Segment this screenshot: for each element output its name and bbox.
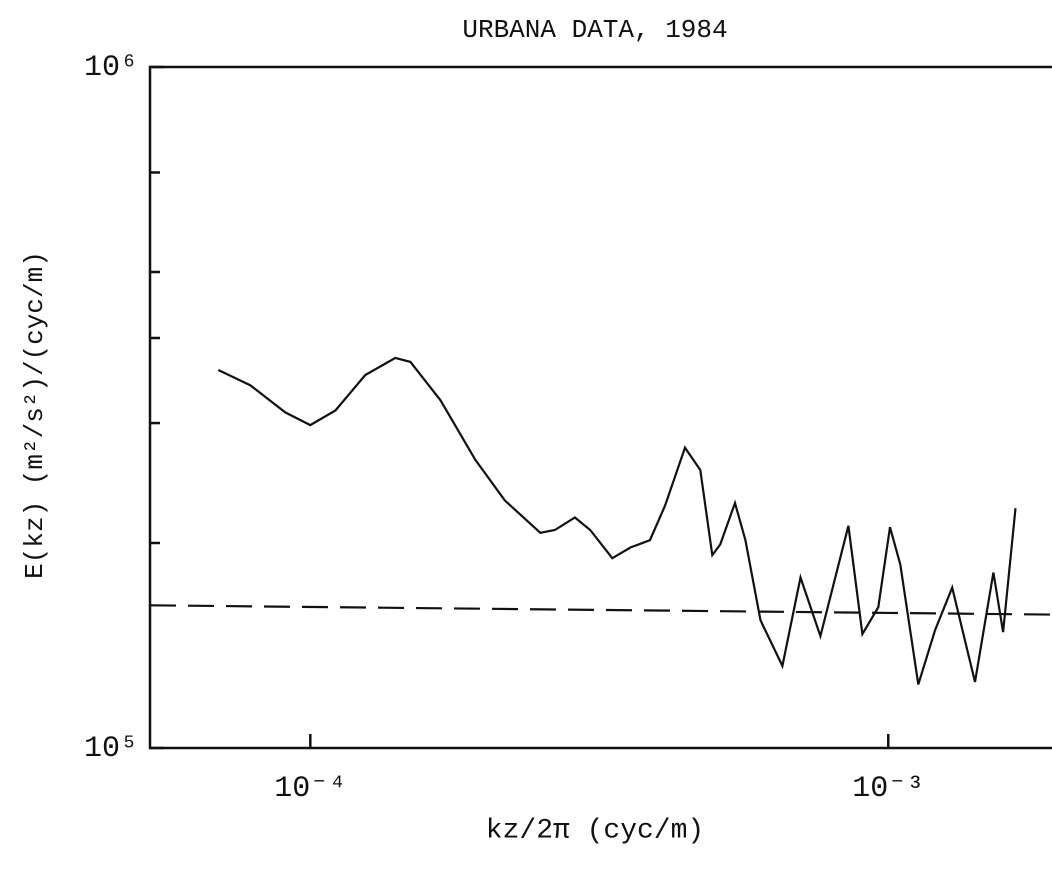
axis-frame — [148, 65, 1052, 750]
y-tick-label: 10⁵ — [84, 732, 138, 766]
x-tick-label: 10⁻⁴ — [274, 772, 346, 806]
reference-line — [149, 604, 1052, 616]
x-axis-label: kz/2π (cyc/m) — [486, 815, 704, 846]
chart-title: URBANA DATA, 1984 — [462, 15, 727, 45]
x-tick-label: 10⁻³ — [852, 772, 924, 806]
spectrum-line — [217, 356, 1017, 685]
y-tick-label: 10⁶ — [84, 51, 138, 85]
y-axis-label: E(kz) (m²/s²)/(cyc/m) — [20, 251, 50, 579]
